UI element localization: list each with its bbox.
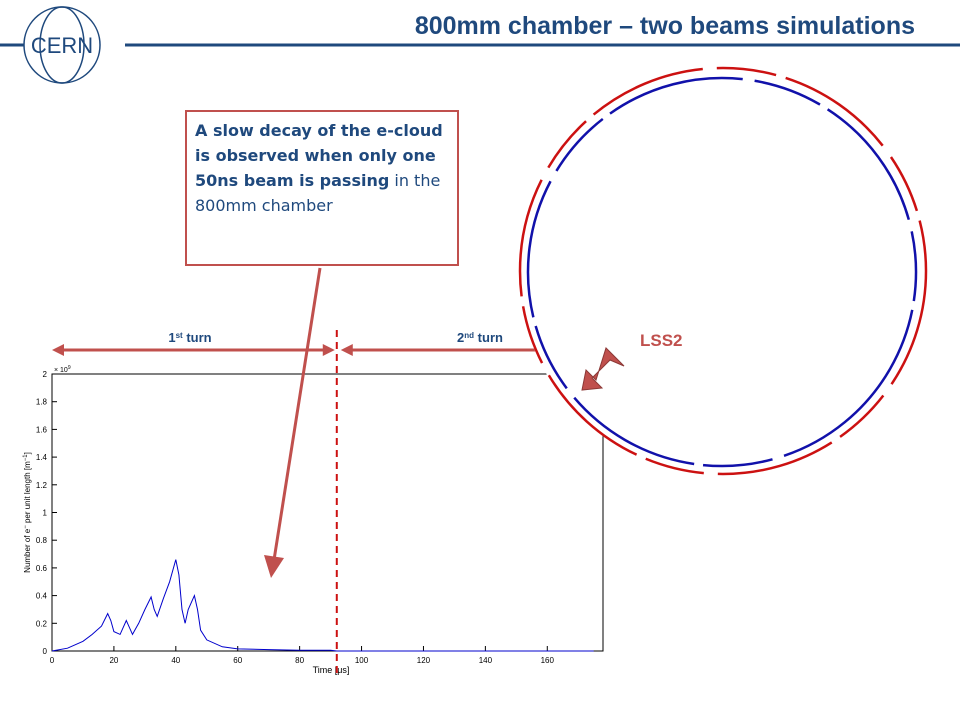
cern-logo <box>0 6 101 84</box>
callout-bold: A slow decay of the e-cloud is observed … <box>195 121 443 190</box>
y-tick-label: 1.2 <box>36 481 48 490</box>
turn-text: turn <box>183 330 212 345</box>
y-tick-label: 1.4 <box>36 453 48 462</box>
turn-number: 1 <box>168 330 175 345</box>
x-tick-label: 120 <box>417 656 431 665</box>
beam-2 <box>526 76 918 468</box>
turn-1-arrow-head <box>322 344 335 356</box>
y-axis-label-part: Number of e <box>23 528 32 573</box>
x-tick-label: 0 <box>50 656 55 665</box>
lss2-label: LSS2 <box>640 331 683 350</box>
y-multiplier-exponent: 9 <box>68 365 71 371</box>
y-multiplier-base: × 10 <box>54 367 68 374</box>
y-tick-label: 2 <box>43 370 48 379</box>
logo-text: CERN <box>31 33 93 58</box>
y-tick-label: 1.6 <box>36 425 48 434</box>
x-tick-label: 160 <box>541 656 555 665</box>
y-axis-label: Number of e− per unit length [m−1] <box>23 452 32 573</box>
y-multiplier: × 109 <box>54 365 71 374</box>
x-tick-label: 80 <box>295 656 304 665</box>
callout-arrow <box>264 267 322 578</box>
y-tick-label: 1 <box>43 509 48 518</box>
x-tick-label: 40 <box>171 656 180 665</box>
turn-1-arrow-head <box>52 344 64 356</box>
y-tick-label: 1.8 <box>36 398 48 407</box>
x-tick-label: 20 <box>109 656 118 665</box>
callout: A slow decay of the e-cloud is observed … <box>185 110 459 266</box>
turn-label: 2nd turn <box>457 330 503 345</box>
slide-title: 800mm chamber – two beams simulations <box>415 12 915 40</box>
x-tick-label: 140 <box>479 656 493 665</box>
chart: 00.20.40.60.811.21.41.61.820 20 40 60 80 100 1… <box>23 330 604 675</box>
callout-normal: in the 800mm chamber <box>195 171 441 215</box>
turn-label: 1st turn <box>168 330 211 345</box>
y-axis-label-part: − <box>23 525 29 529</box>
y-tick-label: 0.8 <box>36 536 48 545</box>
y-axis-label-part: ] <box>23 452 32 454</box>
overlay: LSS2 <box>518 66 928 476</box>
turn-text: turn <box>474 330 503 345</box>
plot-frame <box>51 373 604 652</box>
y-axis-label-part: −1 <box>23 454 29 462</box>
turn-2-arrow-head <box>340 344 353 356</box>
x-tick-label: 60 <box>233 656 242 665</box>
y-tick-label: 0.6 <box>36 564 48 573</box>
turn-number: 2 <box>457 330 464 345</box>
y-axis-label-part: per unit length [m <box>23 461 32 525</box>
turn-suffix: nd <box>464 331 474 340</box>
x-tick-label: 100 <box>355 656 369 665</box>
lss2-arrow <box>581 347 625 391</box>
beam-1 <box>518 66 928 476</box>
y-tick-label: 0.2 <box>36 619 48 628</box>
data-line <box>51 559 594 652</box>
turn-suffix: st <box>176 331 183 340</box>
x-axis-label: Time [μs] <box>313 665 350 675</box>
y-tick-label: 0 <box>43 647 48 656</box>
y-tick-label: 0.4 <box>36 592 48 601</box>
